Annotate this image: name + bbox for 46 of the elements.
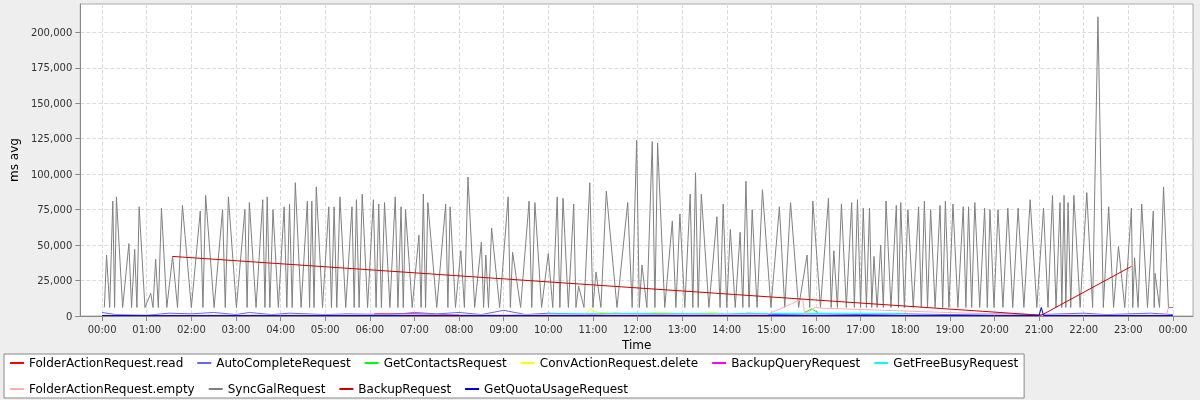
x-tick-label: 06:00: [355, 323, 385, 335]
x-tick-label: 00:00: [1158, 323, 1188, 335]
y-tick-label: 0: [65, 310, 73, 322]
x-tick-label: 11:00: [578, 323, 608, 335]
x-tick-label: 05:00: [310, 323, 340, 335]
x-tick-label: 14:00: [712, 323, 742, 335]
x-tick-label: 12:00: [623, 323, 652, 335]
y-tick-label: 200,000: [30, 26, 73, 38]
x-tick-label: 03:00: [221, 323, 251, 335]
legend-label: FolderActionRequest.read: [29, 356, 184, 370]
x-tick-label: 01:00: [132, 323, 162, 335]
legend-label: FolderActionRequest.empty: [29, 382, 195, 396]
x-tick-label: 18:00: [890, 323, 920, 335]
x-tick-label: 09:00: [489, 323, 519, 335]
x-tick-label: 10:00: [533, 323, 563, 335]
y-tick-label: 25,000: [37, 275, 73, 287]
x-tick-label: 16:00: [801, 323, 831, 335]
x-tick-label: 15:00: [756, 323, 786, 335]
y-axis-title: ms avg: [7, 138, 21, 182]
legend-label: SyncGalRequest: [227, 382, 326, 396]
y-tick-label: 50,000: [37, 239, 73, 251]
legend-label: GetContactsRequest: [383, 356, 508, 370]
legend-label: BackupQueryRequest: [731, 356, 861, 370]
y-tick-label: 100,000: [30, 168, 73, 180]
x-tick-label: 04:00: [266, 323, 295, 335]
x-tick-label: 13:00: [667, 323, 697, 335]
legend-label: GetQuotaUsageRequest: [484, 382, 629, 396]
x-tick-label: 19:00: [935, 323, 965, 335]
x-tick-label: 08:00: [444, 323, 474, 335]
x-tick-label: 20:00: [980, 323, 1009, 335]
y-tick-label: 150,000: [30, 97, 73, 109]
x-axis-title: Time: [620, 337, 652, 352]
x-tick-label: 21:00: [1024, 323, 1054, 335]
legend-label: BackupRequest: [358, 382, 452, 396]
y-tick-label: 125,000: [30, 133, 73, 145]
legend-label: GetFreeBusyRequest: [893, 356, 1019, 370]
x-tick-label: 23:00: [1113, 323, 1143, 335]
legend-label: ConvActionRequest.delete: [539, 356, 699, 370]
y-tick-label: 175,000: [30, 62, 73, 74]
x-tick-label: 00:00: [87, 323, 117, 335]
x-tick-label: 17:00: [846, 323, 876, 335]
legend-label: AutoCompleteRequest: [216, 356, 351, 370]
x-tick-label: 22:00: [1069, 323, 1099, 335]
x-tick-label: 07:00: [400, 323, 429, 335]
x-tick-label: 02:00: [176, 323, 206, 335]
y-tick-label: 75,000: [37, 204, 73, 216]
